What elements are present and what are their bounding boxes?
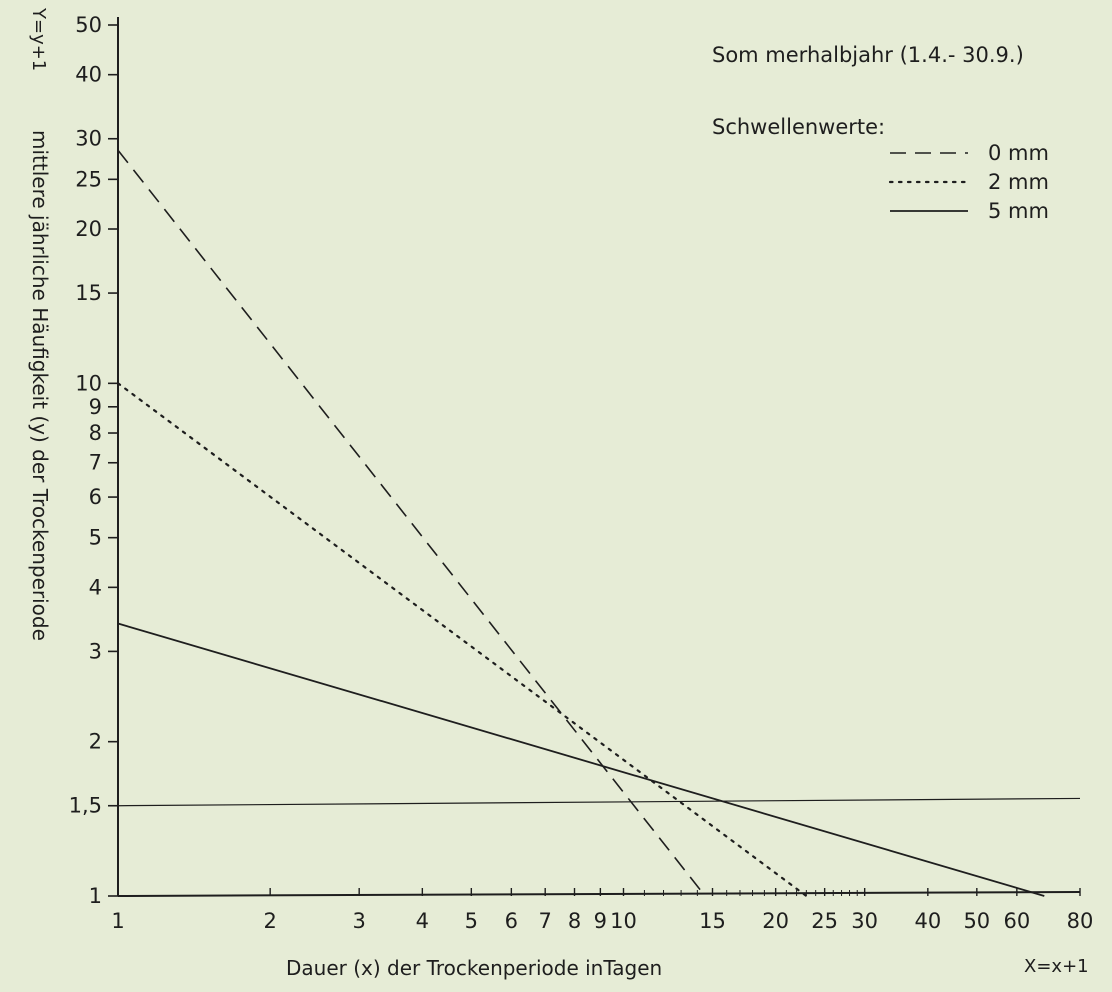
y-tick-label: 7 [89, 451, 102, 475]
y-tick-label: 30 [75, 127, 102, 151]
y-tick-label: 1,5 [69, 794, 102, 818]
x-tick-label: 80 [1067, 909, 1094, 933]
y-tick-label: 9 [89, 395, 102, 419]
y-axis-variable-label: Y=y+1 [28, 7, 49, 71]
y-tick-label: 5 [89, 526, 102, 550]
x-axis-variable-label: X=x+1 [1024, 956, 1089, 977]
y-tick-label: 4 [89, 575, 102, 599]
x-tick-label: 8 [568, 909, 581, 933]
x-tick-label: 3 [352, 909, 365, 933]
y-tick-label: 10 [75, 371, 102, 395]
x-tick-label: 9 [594, 909, 607, 933]
x-tick-label: 60 [1003, 909, 1030, 933]
x-tick-label: 30 [851, 909, 878, 933]
y-tick-label: 1 [89, 884, 102, 908]
y-tick-label: 6 [89, 485, 102, 509]
chart-title: Som merhalbjahr (1.4.- 30.9.) [712, 43, 1024, 67]
x-tick-label: 4 [416, 909, 429, 933]
x-tick-label: 7 [539, 909, 552, 933]
y-tick-label: 50 [75, 13, 102, 37]
legend-title: Schwellenwerte: [712, 115, 885, 139]
y-tick-label: 20 [75, 217, 102, 241]
series-layer [116, 149, 1081, 898]
series-line-0-mm [117, 149, 706, 897]
legend-entry-label: 0 mm [988, 141, 1049, 165]
x-tick-label: 25 [811, 909, 838, 933]
y-tick-label: 3 [89, 639, 102, 663]
legend-entry-label: 5 mm [988, 199, 1049, 223]
x-tick-label: 5 [465, 909, 478, 933]
x-tick-label: 2 [263, 909, 276, 933]
reference-line [117, 797, 1081, 807]
y-tick-label: 40 [75, 63, 102, 87]
y-tick-label: 8 [89, 421, 102, 445]
series-line-2-mm [116, 382, 808, 898]
axes-layer [108, 17, 1081, 897]
x-tick-label: 1 [111, 909, 124, 933]
series-line-5-mm [117, 622, 1045, 897]
x-tick-label: 50 [963, 909, 990, 933]
legend-entry-label: 2 mm [988, 170, 1049, 194]
x-tick-label: 10 [610, 909, 637, 933]
x-tick-label: 6 [505, 909, 518, 933]
x-tick-label: 20 [762, 909, 789, 933]
x-axis-line [117, 891, 1081, 897]
y-tick-label: 25 [75, 167, 102, 191]
x-tick-label: 40 [914, 909, 941, 933]
y-tick-label: 15 [75, 281, 102, 305]
x-tick-label: 15 [699, 909, 726, 933]
y-axis-label: mittlere jährliche Häufigkeit (y) der Tr… [28, 130, 52, 641]
x-axis-label: Dauer (x) der Trockenperiode inTagen [286, 956, 662, 980]
legend: 0 mm 2 mm 5 mm [888, 141, 1049, 223]
y-tick-label: 2 [89, 730, 102, 754]
